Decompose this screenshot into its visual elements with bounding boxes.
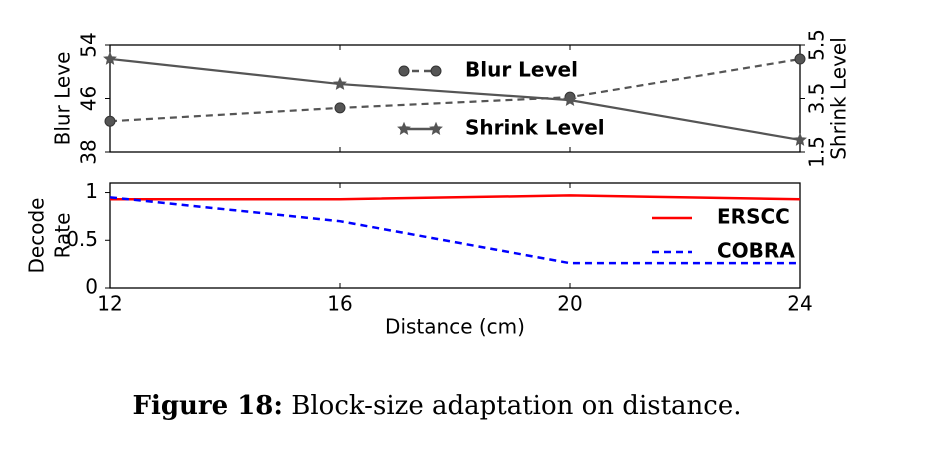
point	[333, 76, 347, 90]
y-tick-label: 38	[77, 139, 101, 164]
y-tick-label: 1	[85, 179, 98, 203]
y-tick-label: 46	[77, 86, 101, 111]
x-tick-label: 20	[557, 292, 582, 316]
legend-label: ERSCC	[717, 205, 790, 229]
plot-frame	[109, 182, 801, 289]
y-tick-label: 54	[77, 32, 101, 57]
y-tick-label: 0.5	[66, 227, 98, 251]
series-line	[109, 57, 801, 123]
point	[334, 102, 346, 114]
caption: Figure 18: Block-size adaptation on dist…	[132, 391, 741, 421]
point	[104, 115, 116, 127]
x-tick-label: 16	[327, 292, 352, 316]
y2-tick-label: 5.5	[805, 29, 829, 61]
x-tick-label: 24	[787, 292, 812, 316]
legend-marker	[398, 65, 410, 77]
y2-tick-label: 3.5	[805, 83, 829, 115]
point	[793, 132, 807, 146]
y2-axis-label: Shrink Level	[827, 37, 851, 160]
caption-label: Figure 18:	[132, 391, 283, 421]
y2-tick-label: 1.5	[805, 136, 829, 168]
series-line	[110, 194, 801, 201]
legend-marker	[430, 65, 442, 77]
legend-marker	[429, 121, 443, 135]
point	[563, 92, 577, 107]
series-line	[109, 196, 800, 265]
legend-label: COBRA	[717, 239, 795, 263]
caption-text: Block-size adaptation on distance.	[291, 391, 741, 421]
point	[103, 51, 117, 65]
point	[794, 53, 806, 65]
x-axis-label: Distance (cm)	[385, 315, 525, 339]
x-tick-label: 12	[97, 292, 122, 316]
legend-label: Blur Level	[465, 58, 578, 82]
legend-label: Shrink Level	[465, 116, 605, 140]
y-axis-label: Rate	[51, 213, 75, 259]
plot-frame	[109, 44, 801, 153]
y-axis-label: Blur Leve	[51, 52, 75, 146]
series-line	[109, 57, 801, 142]
y-tick-label: 0	[85, 275, 98, 299]
legend-marker	[397, 121, 411, 135]
y-axis-label: Decode	[25, 198, 49, 274]
